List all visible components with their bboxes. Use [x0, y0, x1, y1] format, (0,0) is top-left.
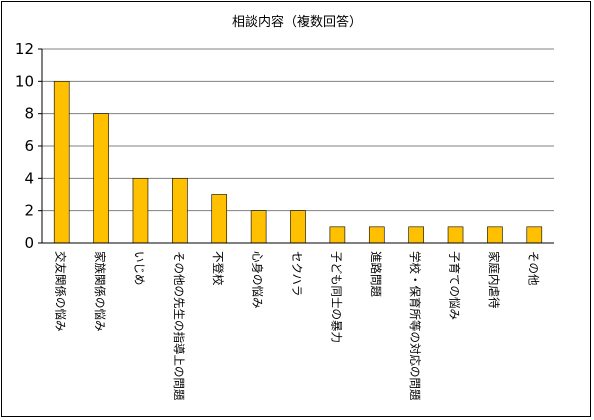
bar: [290, 210, 306, 244]
bar: [132, 178, 149, 244]
bars: [53, 81, 543, 244]
x-tick-label: 不登校: [211, 251, 225, 286]
y-tick-label: 6: [24, 137, 34, 155]
x-tick-label: その他の先生の指導上の問題: [172, 251, 186, 401]
chart-title: 相談内容（複数回答）: [232, 14, 362, 30]
x-tick-label: 家庭内虐待: [487, 251, 501, 309]
y-axis-ticks: 0 2 4 6 8 10 12: [15, 40, 42, 252]
y-tick-label: 4: [24, 169, 34, 187]
x-axis-labels: 交友関係の悩み 家族関係の悩み いじめ その他の先生の指導上の問題 不登校 心身の悩み セク…: [54, 251, 541, 401]
bar: [526, 226, 543, 244]
gridlines: [42, 48, 554, 212]
x-tick-label: いじめ: [132, 251, 146, 286]
bar: [368, 226, 385, 244]
bar: [250, 210, 267, 244]
y-tick-label: 10: [15, 72, 34, 90]
x-tick-label: 子育ての悩み: [448, 251, 462, 320]
y-tick-label: 2: [24, 202, 34, 220]
axes: [41, 49, 554, 244]
bar: [53, 81, 70, 244]
x-tick-label: 進路問題: [369, 251, 383, 297]
bar: [329, 226, 346, 244]
x-tick-label: 家族関係の悩み: [93, 251, 107, 332]
bar: [211, 194, 228, 244]
y-tick-label: 0: [24, 234, 34, 252]
x-tick-label: 学校・保育所等の対応の問題: [408, 251, 422, 401]
x-tick-label: その他: [526, 251, 540, 286]
x-tick-label: 交友関係の悩み: [54, 251, 68, 332]
bar: [408, 226, 424, 244]
y-tick-label: 12: [15, 40, 34, 58]
bar: [447, 226, 464, 244]
x-tick-label: セクハラ: [290, 251, 304, 296]
bar: [487, 226, 503, 244]
y-tick-label: 8: [24, 105, 34, 123]
bar: [93, 113, 109, 244]
x-tick-label: 心身の悩み: [251, 251, 265, 309]
bar: [172, 178, 188, 244]
x-tick-label: 子ども同士の暴力: [329, 251, 343, 343]
